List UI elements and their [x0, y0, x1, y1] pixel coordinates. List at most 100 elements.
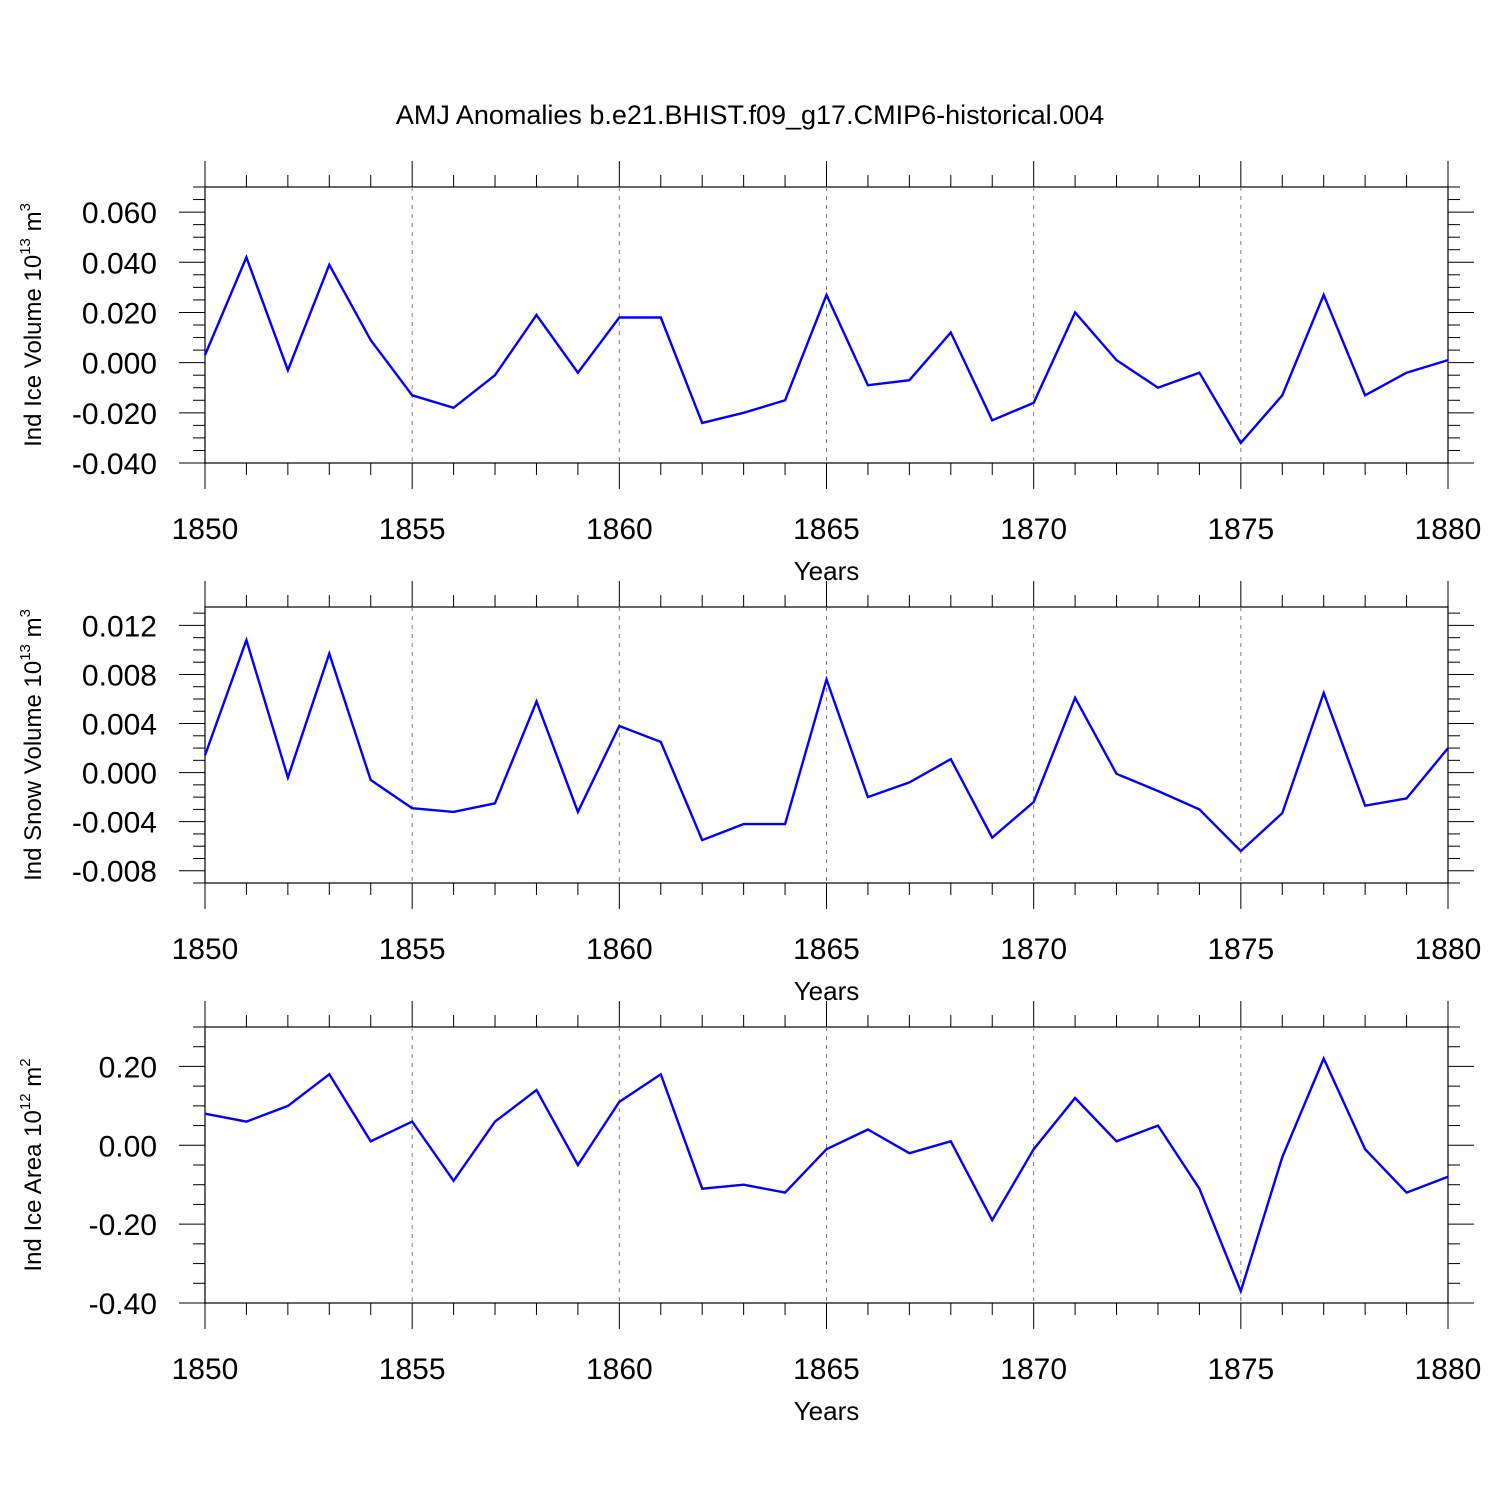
data-point	[1032, 402, 1034, 404]
data-point	[411, 1120, 413, 1122]
data-point	[1074, 697, 1076, 699]
data-point	[245, 1120, 247, 1122]
data-point	[535, 700, 537, 702]
data-point	[660, 741, 662, 743]
series-line	[204, 1055, 1449, 1295]
data-point	[577, 371, 579, 373]
panel-3: 1850 1855 1860 1865 1870 1875 1880 Years -0.40 -0…	[17, 1001, 1481, 1426]
data-point	[825, 1148, 827, 1150]
series-line	[203, 636, 1449, 853]
data-point	[1115, 773, 1117, 775]
data-point	[1364, 1148, 1366, 1150]
x-tick-label: 1880	[1415, 513, 1482, 546]
data-point	[577, 811, 579, 813]
x-tick-label: 1850	[172, 513, 239, 546]
y-tick-label: -0.40	[89, 1288, 157, 1321]
data-point	[950, 331, 952, 333]
x-tick-label: 1875	[1207, 1353, 1274, 1386]
y-tick-label: -0.020	[72, 398, 157, 431]
data-point	[370, 339, 372, 341]
x-tick-label: 1865	[793, 1353, 860, 1386]
data-point	[245, 639, 247, 641]
data-point	[618, 316, 620, 318]
data-point	[784, 399, 786, 401]
y-axis-label: Ind Ice Volume 1013 m3	[17, 203, 47, 447]
data-point	[784, 823, 786, 825]
y-axis-label: Ind Ice Area 1012 m2	[17, 1058, 47, 1271]
x-tick-label: 1860	[586, 513, 653, 546]
data-point	[494, 802, 496, 804]
data-point	[204, 754, 206, 756]
data-point	[1240, 1290, 1242, 1292]
x-tick-label: 1850	[172, 933, 239, 966]
data-point	[825, 678, 827, 680]
data-point	[1157, 1124, 1159, 1126]
data-point	[452, 1180, 454, 1182]
data-point	[1115, 1140, 1117, 1142]
data-point	[1032, 1148, 1034, 1150]
data-point	[245, 256, 247, 258]
data-point	[1323, 692, 1325, 694]
x-tick-label: 1860	[586, 1353, 653, 1386]
panel-2: 1850 1855 1860 1865 1870 1875 1880Years-0.008-…	[17, 581, 1481, 1006]
x-tick-label: 1880	[1415, 1353, 1482, 1386]
data-point	[908, 1152, 910, 1154]
data-point	[1405, 371, 1407, 373]
data-point	[1074, 311, 1076, 313]
panel-1: 1850 1855 1860 1865 1870 1875 1880Years-0.040-…	[17, 161, 1481, 586]
data-point	[494, 374, 496, 376]
data-point	[867, 384, 869, 386]
x-tick-label: 1870	[1000, 933, 1067, 966]
y-tick-label: 0.040	[82, 247, 157, 280]
data-point	[1198, 808, 1200, 810]
data-point	[742, 823, 744, 825]
data-point	[867, 1128, 869, 1130]
data-point	[991, 419, 993, 421]
x-tick-label: 1855	[379, 1353, 446, 1386]
data-point	[701, 422, 703, 424]
data-point	[1281, 812, 1283, 814]
x-tick-label: 1875	[1207, 513, 1274, 546]
data-point	[1281, 394, 1283, 396]
data-point	[328, 652, 330, 654]
data-point	[287, 776, 289, 778]
y-axis-label: Ind Snow Volume 1013 m3	[17, 609, 47, 881]
data-point	[660, 1073, 662, 1075]
series-line	[203, 254, 1449, 445]
y-tick-label: 0.20	[99, 1051, 157, 1084]
data-point	[411, 394, 413, 396]
y-tick-label: 0.004	[82, 709, 157, 742]
data-point	[1447, 747, 1449, 749]
data-point	[1240, 850, 1242, 852]
y-tick-label: -0.20	[89, 1209, 157, 1242]
x-tick-label: 1860	[586, 933, 653, 966]
data-point	[908, 781, 910, 783]
data-point	[660, 316, 662, 318]
data-point	[328, 1073, 330, 1075]
data-point	[370, 1140, 372, 1142]
data-point	[618, 725, 620, 727]
data-point	[950, 1140, 952, 1142]
data-point	[1074, 1097, 1076, 1099]
data-point	[908, 379, 910, 381]
data-point	[950, 758, 952, 760]
data-point	[1032, 801, 1034, 803]
y-tick-label: 0.000	[82, 348, 157, 381]
data-point	[577, 1164, 579, 1166]
data-point	[618, 1101, 620, 1103]
data-point	[287, 1105, 289, 1107]
data-point	[1405, 797, 1407, 799]
x-tick-label: 1870	[1000, 1353, 1067, 1386]
y-tick-label: -0.004	[72, 807, 157, 840]
data-point	[1157, 790, 1159, 792]
y-tick-label: -0.008	[72, 856, 157, 889]
data-point	[701, 839, 703, 841]
data-point	[1281, 1156, 1283, 1158]
y-tick-label: 0.012	[82, 610, 157, 643]
x-axis-label: Years	[794, 1396, 860, 1426]
data-point	[742, 1184, 744, 1186]
data-point	[1115, 359, 1117, 361]
data-point	[204, 1113, 206, 1115]
x-tick-label: 1855	[379, 513, 446, 546]
